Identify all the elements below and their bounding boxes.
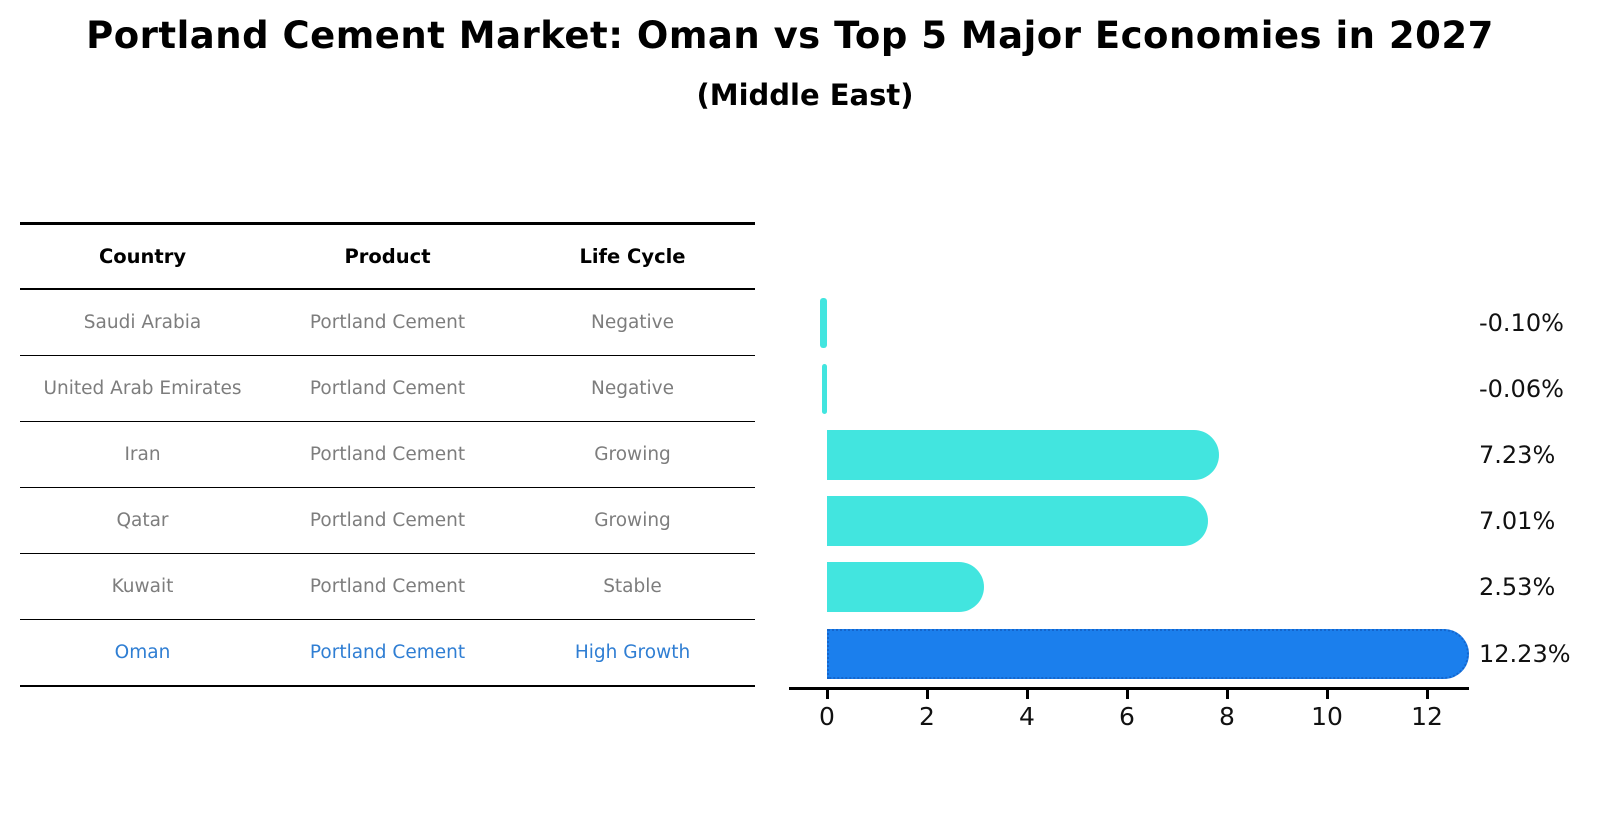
- header-cell-product: Product: [344, 244, 431, 268]
- life-cycle-cell: Growing: [594, 443, 671, 465]
- country-cell: Iran: [124, 443, 161, 465]
- country-cell: Oman: [114, 642, 171, 664]
- header-cell-life-cycle: Life Cycle: [579, 244, 686, 268]
- life-cycle-cell: Growing: [594, 510, 671, 532]
- value-label: -0.10%: [1479, 308, 1564, 337]
- table-row: Qatar Portland Cement Growing: [20, 488, 755, 555]
- life-cycle-cell: Stable: [603, 576, 662, 598]
- country-cell: United Arab Emirates: [43, 377, 242, 399]
- table-row: Saudi Arabia Portland Cement Negative: [20, 290, 755, 356]
- x-axis-tick-label: 2: [919, 702, 935, 731]
- x-axis-tick: [825, 690, 829, 699]
- x-axis-tick: [1025, 690, 1029, 699]
- x-axis-tick: [1225, 690, 1229, 699]
- product-cell: Portland Cement: [309, 443, 466, 465]
- product-cell: Portland Cement: [309, 576, 466, 598]
- x-axis-tick-label: 12: [1411, 702, 1443, 731]
- product-cell: Portland Cement: [309, 311, 466, 333]
- product-cell: Portland Cement: [309, 510, 466, 532]
- header-cell-country: Country: [98, 244, 187, 268]
- product-cell: Portland Cement: [309, 642, 466, 664]
- x-axis-tick: [1325, 690, 1329, 699]
- x-axis-tick: [1125, 690, 1129, 699]
- bar-qatar: [827, 496, 1208, 547]
- chart-title: Portland Cement Market: Oman vs Top 5 Ma…: [86, 14, 1494, 57]
- value-label: 2.53%: [1479, 573, 1556, 602]
- x-axis-tick-label: 8: [1219, 702, 1235, 731]
- country-cell: Qatar: [116, 510, 169, 532]
- country-cell: Kuwait: [111, 576, 174, 598]
- x-axis-tick-label: 0: [819, 702, 835, 731]
- life-cycle-cell: High Growth: [574, 642, 691, 664]
- x-axis-tick-label: 10: [1311, 702, 1343, 731]
- bar-iran: [827, 429, 1219, 480]
- x-axis-tick: [1425, 690, 1429, 699]
- table-row: United Arab Emirates Portland Cement Negat…: [20, 356, 755, 422]
- country-cell: Saudi Arabia: [83, 311, 202, 333]
- bar-oman: [827, 628, 1469, 679]
- value-label: 7.01%: [1479, 507, 1556, 536]
- table-header-row: Country Product Life Cycle: [20, 225, 755, 290]
- value-label: 7.23%: [1479, 440, 1556, 469]
- life-cycle-cell: Negative: [590, 377, 675, 399]
- x-axis-tick-label: 6: [1119, 702, 1135, 731]
- table-row: Oman Portland Cement High Growth: [20, 620, 755, 687]
- x-axis-line: [789, 687, 1469, 690]
- table-row: Iran Portland Cement Growing: [20, 422, 755, 489]
- bar-kuwait: [827, 562, 984, 613]
- x-axis-tick: [925, 690, 929, 699]
- x-axis-tick-label: 4: [1019, 702, 1035, 731]
- table-row: Kuwait Portland Cement Stable: [20, 554, 755, 621]
- chart-subtitle: (Middle East): [696, 78, 914, 112]
- value-label: 12.23%: [1479, 639, 1571, 668]
- value-label: -0.06%: [1479, 374, 1564, 403]
- bar-united-arab-emirates: [822, 363, 827, 414]
- life-cycle-cell: Negative: [590, 311, 675, 333]
- product-cell: Portland Cement: [309, 377, 466, 399]
- country-table: Country Product Life Cycle Saudi Arabia Port…: [20, 222, 755, 687]
- bar-saudi-arabia: [820, 297, 827, 348]
